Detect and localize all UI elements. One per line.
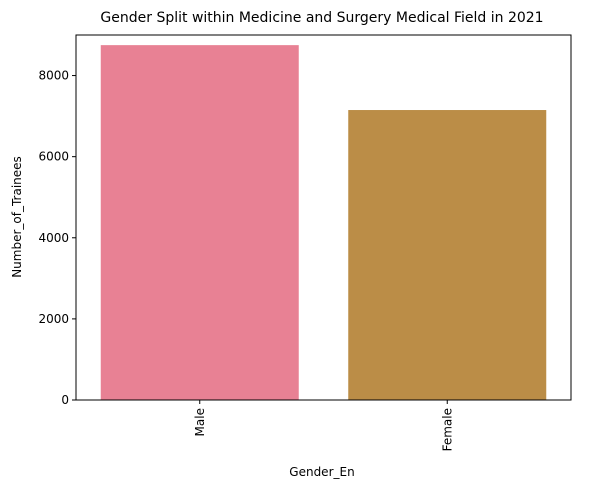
y-axis: 0 2000 4000 6000 8000	[38, 69, 76, 407]
x-axis: Male Female	[193, 400, 454, 451]
bars-group	[100, 45, 547, 401]
y-tick-label-2000: 2000	[38, 312, 69, 326]
bar-male	[100, 45, 299, 401]
x-tick-label-female: Female	[440, 408, 454, 451]
plot-frame	[75, 34, 572, 401]
chart-title: Gender Split within Medicine and Surgery…	[100, 10, 543, 26]
y-axis-label: Number_of_Trainees	[10, 156, 24, 278]
bar-female	[348, 110, 547, 401]
x-axis-label: Gender_En	[289, 465, 354, 479]
x-tick-label-male: Male	[193, 408, 207, 436]
y-tick-label-4000: 4000	[38, 231, 69, 245]
y-tick-label-8000: 8000	[38, 69, 69, 83]
y-tick-label-6000: 6000	[38, 150, 69, 164]
y-tick-label-0: 0	[61, 393, 69, 407]
